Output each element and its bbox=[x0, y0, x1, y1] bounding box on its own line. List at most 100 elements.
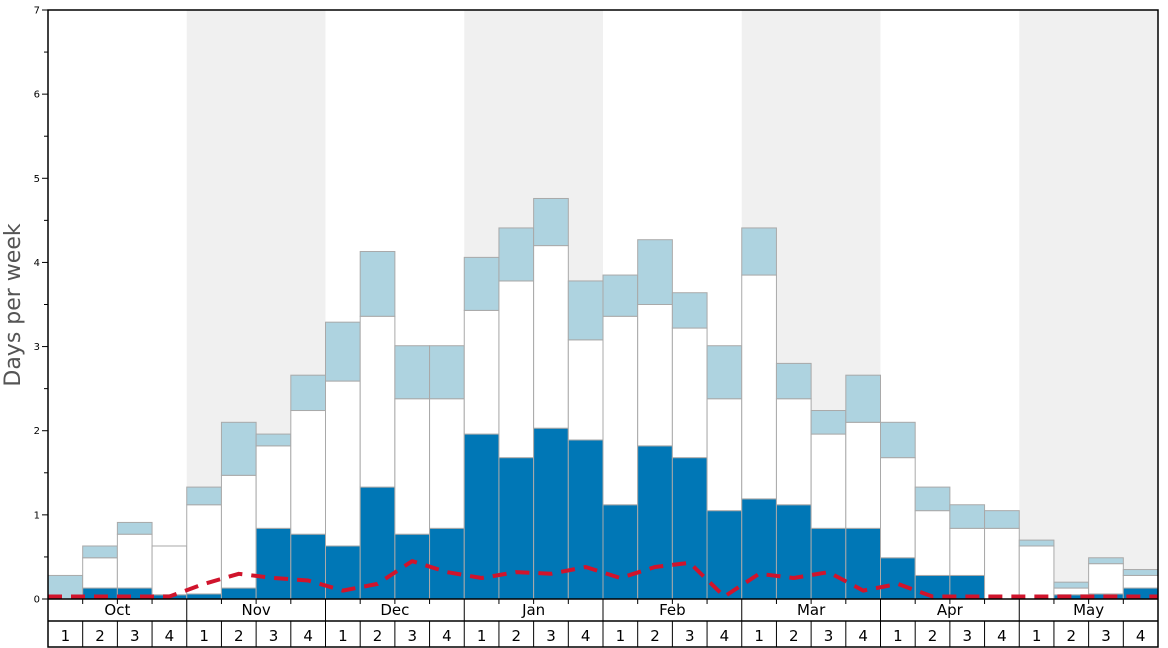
bar-dark-24 bbox=[880, 557, 916, 600]
bar-light-4 bbox=[186, 486, 222, 506]
week-label-mar-4: 4 bbox=[858, 627, 868, 645]
bar-light-17 bbox=[637, 239, 673, 306]
month-label-feb: Feb bbox=[659, 601, 686, 619]
bar-white-15 bbox=[567, 339, 604, 441]
bar-white-13 bbox=[498, 280, 535, 459]
y-axis: 0 1 2 3 4 5 6 7 bbox=[34, 6, 48, 606]
week-label-dec-3: 3 bbox=[407, 627, 417, 645]
month-label-jan: Jan bbox=[521, 601, 545, 619]
bar-light-11 bbox=[429, 345, 465, 400]
month-label-mar: Mar bbox=[797, 601, 826, 619]
y-axis-label: Days per week bbox=[1, 223, 26, 386]
y-tick-label-1: 1 bbox=[34, 510, 40, 521]
bar-light-19 bbox=[706, 345, 743, 400]
bar-white-22 bbox=[810, 433, 847, 529]
bars bbox=[47, 197, 1159, 600]
bar-white-29 bbox=[1053, 587, 1090, 596]
week-label-feb-2: 2 bbox=[650, 627, 660, 645]
bar-light-23 bbox=[845, 374, 881, 423]
month-label-may: May bbox=[1073, 601, 1104, 619]
bar-light-24 bbox=[880, 421, 916, 459]
week-label-oct-3: 3 bbox=[130, 627, 140, 645]
bar-dark-20 bbox=[741, 498, 777, 600]
bar-light-31 bbox=[1122, 569, 1159, 576]
bar-white-31 bbox=[1122, 574, 1159, 589]
bar-white-20 bbox=[741, 274, 777, 500]
bar-dark-18 bbox=[671, 457, 708, 600]
week-label-nov-2: 2 bbox=[234, 627, 244, 645]
bar-white-19 bbox=[706, 398, 743, 512]
bar-dark-13 bbox=[498, 457, 535, 600]
bar-white-10 bbox=[394, 398, 431, 535]
y-tick-label-5: 5 bbox=[34, 174, 40, 185]
bar-dark-9 bbox=[359, 486, 396, 600]
bar-dark-17 bbox=[637, 445, 673, 600]
bar-dark-12 bbox=[463, 433, 500, 600]
week-label-nov-1: 1 bbox=[199, 627, 209, 645]
month-label-nov: Nov bbox=[241, 601, 270, 619]
bar-white-17 bbox=[637, 304, 673, 447]
bar-white-14 bbox=[533, 245, 569, 429]
bar-dark-4 bbox=[186, 593, 222, 600]
bar-dark-21 bbox=[775, 504, 812, 600]
bar-light-6 bbox=[255, 433, 292, 447]
week-label-dec-4: 4 bbox=[442, 627, 452, 645]
bar-white-6 bbox=[255, 445, 292, 529]
bar-light-18 bbox=[671, 292, 708, 329]
bar-light-10 bbox=[394, 345, 431, 400]
bar-white-18 bbox=[671, 327, 708, 459]
week-label-dec-1: 1 bbox=[338, 627, 348, 645]
bar-white-11 bbox=[429, 398, 465, 529]
week-label-apr-1: 1 bbox=[893, 627, 903, 645]
week-label-dec-2: 2 bbox=[373, 627, 383, 645]
shade-may bbox=[1019, 10, 1158, 599]
bar-light-21 bbox=[775, 362, 812, 400]
bar-white-28 bbox=[1018, 545, 1055, 600]
month-label-apr: Apr bbox=[937, 601, 964, 619]
bar-white-25 bbox=[914, 510, 951, 576]
bar-white-9 bbox=[359, 315, 396, 488]
bar-light-29 bbox=[1053, 581, 1090, 589]
bar-white-12 bbox=[463, 309, 500, 435]
week-label-feb-1: 1 bbox=[616, 627, 626, 645]
week-label-mar-3: 3 bbox=[824, 627, 834, 645]
week-label-apr-2: 2 bbox=[928, 627, 938, 645]
bar-white-24 bbox=[880, 457, 916, 559]
bar-light-28 bbox=[1018, 539, 1055, 547]
bar-dark-6 bbox=[255, 527, 292, 600]
bar-light-13 bbox=[498, 227, 535, 282]
y-tick-label-3: 3 bbox=[34, 342, 40, 353]
bar-light-16 bbox=[602, 274, 639, 317]
bar-light-7 bbox=[290, 374, 326, 412]
bar-light-30 bbox=[1088, 557, 1124, 565]
month-label-dec: Dec bbox=[380, 601, 409, 619]
bar-white-23 bbox=[845, 421, 881, 529]
bar-dark-15 bbox=[567, 439, 604, 600]
week-label-mar-2: 2 bbox=[789, 627, 799, 645]
week-label-may-3: 3 bbox=[1101, 627, 1111, 645]
bar-light-2 bbox=[116, 521, 153, 535]
bar-light-9 bbox=[359, 250, 396, 317]
week-label-apr-3: 3 bbox=[962, 627, 972, 645]
y-tick-label-4: 4 bbox=[34, 258, 40, 269]
bar-dark-16 bbox=[602, 504, 639, 600]
bar-light-12 bbox=[463, 256, 500, 311]
week-label-nov-4: 4 bbox=[303, 627, 313, 645]
bar-light-15 bbox=[567, 280, 604, 341]
week-label-jan-1: 1 bbox=[477, 627, 487, 645]
bar-white-16 bbox=[602, 315, 639, 506]
bar-white-2 bbox=[116, 533, 153, 589]
month-label-oct: Oct bbox=[104, 601, 130, 619]
bar-light-8 bbox=[325, 321, 361, 382]
bar-light-27 bbox=[984, 510, 1020, 529]
bar-white-8 bbox=[325, 380, 361, 547]
bar-light-22 bbox=[810, 410, 847, 435]
bar-light-1 bbox=[82, 545, 118, 559]
bar-dark-10 bbox=[394, 533, 431, 600]
bar-dark-11 bbox=[429, 527, 465, 600]
bar-white-1 bbox=[82, 557, 118, 589]
week-label-nov-3: 3 bbox=[269, 627, 279, 645]
week-label-may-1: 1 bbox=[1032, 627, 1042, 645]
week-label-may-4: 4 bbox=[1136, 627, 1146, 645]
